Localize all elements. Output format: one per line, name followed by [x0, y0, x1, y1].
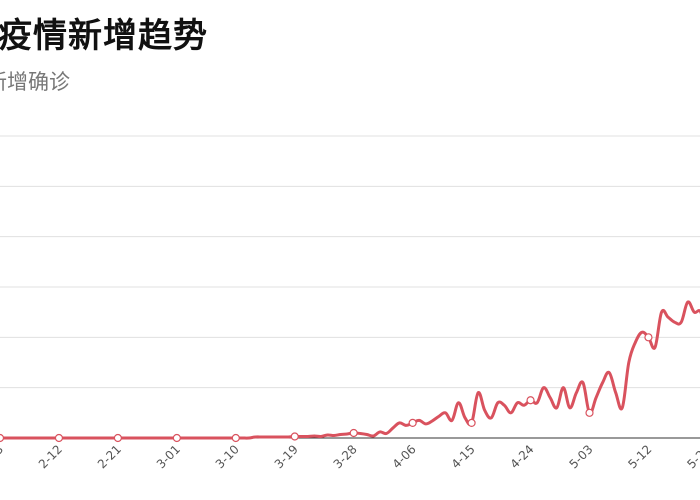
data-point: [585, 408, 594, 417]
data-point: [113, 433, 123, 443]
x-tick-label: 2-21: [95, 442, 124, 471]
data-point: [172, 433, 181, 443]
data-point: [349, 428, 358, 438]
data-point: [644, 333, 653, 342]
x-tick-label: 2-03: [0, 442, 6, 471]
x-tick-label: 3-28: [331, 442, 360, 471]
x-tick-label: 4-24: [508, 442, 537, 471]
x-tick-labels: 2-03 2-12 2-21 3-01 3-10 3-19 3-28 4-06 4-15 4-24…: [0, 442, 700, 471]
data-markers: [0, 333, 653, 443]
chart-title: 疫情新增趋势: [0, 16, 208, 56]
data-point: [526, 396, 535, 405]
data-point: [231, 433, 240, 443]
x-tick-label: 4-15: [449, 442, 478, 471]
x-tick-label: 5-12: [625, 442, 654, 471]
data-point: [467, 418, 476, 427]
data-point: [290, 432, 299, 441]
data-point: [408, 418, 417, 427]
x-tick-label: 3-10: [213, 442, 242, 471]
x-tick-label: 3-01: [154, 442, 183, 471]
x-tick-label: 2-12: [36, 442, 65, 471]
x-tick-label: 5-03: [566, 442, 595, 471]
chart-subtitle: 新增确诊: [0, 70, 70, 94]
x-tick-label: 3-19: [272, 442, 301, 471]
series-line: [0, 300, 700, 440]
data-point: [0, 433, 5, 443]
x-tick-label: 5-21: [684, 442, 700, 471]
grid-lines: [0, 135, 700, 389]
x-tick-label: 4-06: [390, 442, 419, 471]
data-point: [54, 433, 64, 443]
